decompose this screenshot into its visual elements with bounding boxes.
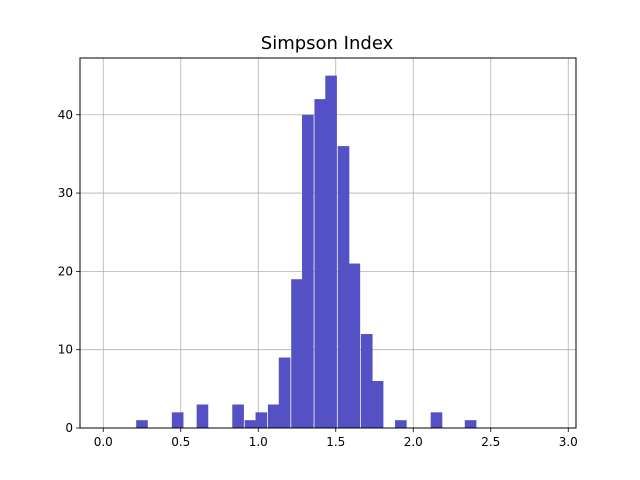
histogram-bar bbox=[337, 146, 350, 428]
y-tick-label: 30 bbox=[58, 186, 73, 200]
histogram-bar bbox=[267, 404, 280, 428]
histogram-bar bbox=[196, 404, 209, 428]
histogram-bar bbox=[244, 420, 257, 428]
x-tick-label: 1.5 bbox=[326, 435, 345, 449]
chart-title: Simpson Index bbox=[261, 33, 394, 54]
histogram-bar bbox=[136, 420, 148, 428]
histogram-bar bbox=[291, 279, 303, 428]
histogram-bar bbox=[232, 404, 244, 428]
x-tick-label: 2.5 bbox=[481, 435, 500, 449]
histogram-bar bbox=[171, 412, 184, 428]
y-tick-label: 0 bbox=[65, 421, 73, 435]
histogram-bar bbox=[395, 420, 407, 428]
histogram-bar bbox=[314, 99, 327, 428]
x-tick-label: 3.0 bbox=[559, 435, 578, 449]
x-axis-ticks: 0.0 0.5 1.0 1.5 2.0 2.5 3.0 bbox=[94, 428, 578, 449]
x-tick-label: 2.0 bbox=[404, 435, 423, 449]
x-tick-label: 1.0 bbox=[249, 435, 268, 449]
histogram-bar bbox=[464, 420, 477, 428]
bars bbox=[136, 75, 477, 428]
histogram-bar bbox=[302, 114, 314, 428]
y-tick-label: 20 bbox=[58, 264, 73, 278]
y-axis-ticks: 0 10 20 30 40 bbox=[58, 108, 80, 435]
histogram-bar bbox=[278, 357, 291, 428]
y-tick-label: 10 bbox=[58, 343, 73, 357]
y-tick-label: 40 bbox=[58, 108, 73, 122]
x-tick-label: 0.0 bbox=[94, 435, 113, 449]
plot-frame bbox=[79, 57, 577, 429]
histogram-bar bbox=[348, 263, 361, 428]
histogram-bar bbox=[430, 412, 443, 428]
histogram-bar bbox=[255, 412, 268, 428]
histogram-bar bbox=[360, 334, 373, 428]
histogram-bar bbox=[371, 381, 384, 428]
x-tick-label: 0.5 bbox=[171, 435, 190, 449]
histogram-bar bbox=[325, 75, 337, 428]
